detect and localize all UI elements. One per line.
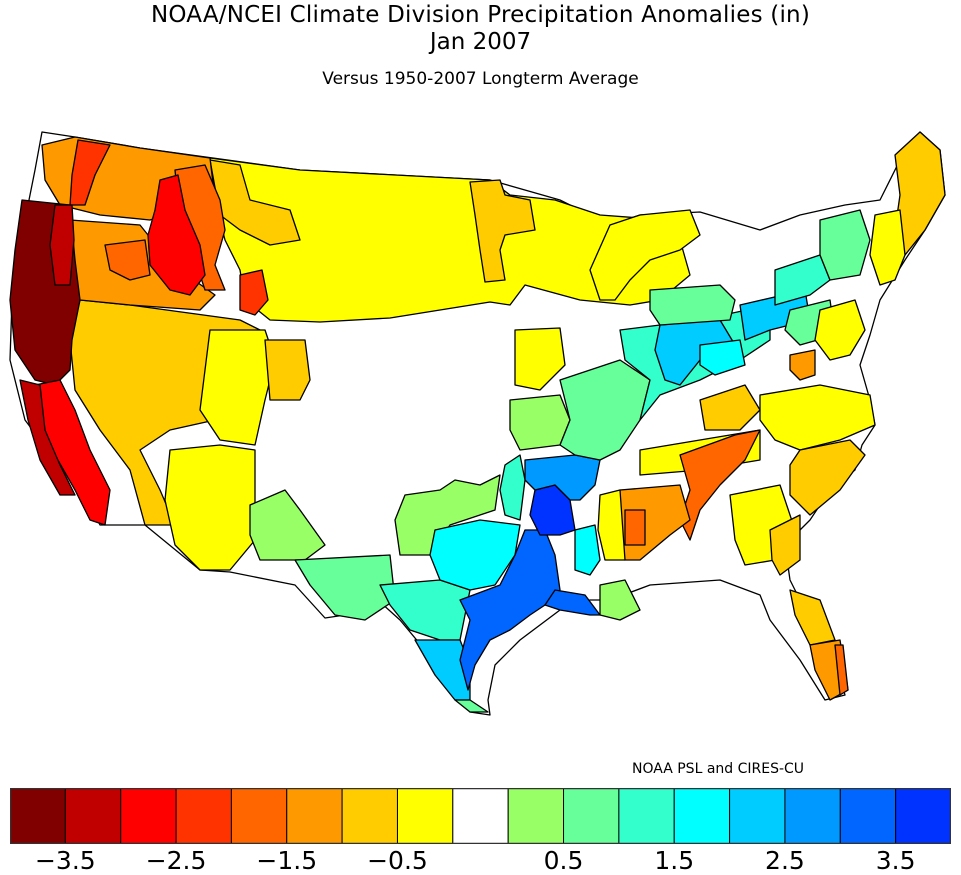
region-maryland xyxy=(789,349,816,381)
legend-tick-label: −1.5 xyxy=(256,846,318,875)
region-central-idaho xyxy=(147,174,206,296)
legend-swatch xyxy=(120,788,177,844)
legend-swatch xyxy=(175,788,232,844)
region-louisiana-west xyxy=(544,589,601,616)
legend-swatch xyxy=(507,788,565,844)
region-arizona xyxy=(164,444,256,571)
legend-swatch xyxy=(396,788,454,844)
region-minnesota-west xyxy=(469,179,536,283)
map-subtitle: Versus 1950-2007 Longterm Average xyxy=(322,69,639,89)
legend-tick-label: 0.5 xyxy=(543,846,584,875)
legend-tick-label: −3.5 xyxy=(34,846,96,875)
region-north-central-texas xyxy=(429,519,521,591)
legend-swatch xyxy=(452,788,509,844)
legend-tick-label: 3.5 xyxy=(875,846,916,875)
region-michigan-south xyxy=(649,284,736,326)
region-new-york-west xyxy=(774,254,831,306)
region-west-texas xyxy=(294,554,396,621)
region-oklahoma-east xyxy=(499,454,526,521)
region-indiana xyxy=(654,319,736,386)
region-carolinas xyxy=(789,439,866,516)
region-florida-southeast xyxy=(834,644,849,696)
region-iowa xyxy=(514,327,566,391)
region-georgia-coast xyxy=(769,514,801,576)
legend-tick-label: −0.5 xyxy=(367,846,428,875)
region-central-texas xyxy=(379,579,471,641)
region-new-york-east xyxy=(819,209,871,281)
region-east-texas xyxy=(459,529,561,691)
region-mid-atlantic xyxy=(814,299,866,361)
legend-tick-label: −2.5 xyxy=(145,846,207,875)
legend-tick-label: 2.5 xyxy=(765,846,805,875)
legend-swatch xyxy=(839,788,897,844)
legend-swatch xyxy=(230,788,288,844)
legend-swatch xyxy=(10,788,66,844)
region-ohio xyxy=(699,339,746,376)
region-south-texas xyxy=(414,639,471,701)
legend-swatch xyxy=(286,788,343,844)
precipitation-anomaly-map xyxy=(9,131,946,716)
legend-swatch xyxy=(673,788,731,844)
region-kentucky-east xyxy=(699,384,761,431)
region-california-coast xyxy=(19,379,76,496)
map-date: Jan 2007 xyxy=(429,29,532,55)
region-rio-grande xyxy=(454,699,489,713)
color-legend xyxy=(10,788,951,844)
region-utah-orange xyxy=(264,339,311,401)
region-north-texas xyxy=(394,474,501,556)
legend-border xyxy=(10,788,951,844)
legend-swatch xyxy=(895,788,951,844)
legend-swatch xyxy=(729,788,786,844)
region-new-england xyxy=(869,209,906,286)
region-montana-west xyxy=(209,159,301,246)
region-maine xyxy=(894,131,946,256)
region-mississippi-central xyxy=(624,509,646,546)
legend-tick-labels: −3.5 −2.5 −1.5 −0.5 0.5 1.5 2.5 3.5 xyxy=(0,846,961,875)
legend-swatch xyxy=(64,788,122,844)
region-michigan-upper xyxy=(589,209,701,301)
legend-swatch xyxy=(784,788,841,844)
region-western-washington xyxy=(69,139,111,206)
region-mississippi-west xyxy=(597,489,626,561)
region-louisiana-east xyxy=(599,579,641,621)
legend-swatch xyxy=(563,788,620,844)
region-oregon-central xyxy=(104,239,151,281)
region-virginia xyxy=(759,384,876,451)
region-wyoming-nw xyxy=(239,269,269,316)
region-mississippi-delta xyxy=(574,524,601,576)
region-oregon-cascades xyxy=(49,204,75,286)
region-mid-south xyxy=(559,359,651,461)
legend-swatch xyxy=(618,788,675,844)
map-title: NOAA/NCEI Climate Division Precipitation… xyxy=(151,2,810,28)
credit-text: NOAA PSL and CIRES-CU xyxy=(632,761,805,777)
legend-tick-label: 1.5 xyxy=(654,846,695,875)
legend-swatch xyxy=(341,788,398,844)
region-new-mexico-east xyxy=(249,489,326,561)
